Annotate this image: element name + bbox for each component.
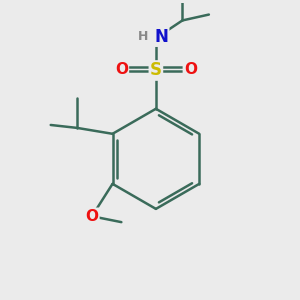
- Text: O: O: [115, 61, 128, 76]
- Text: N: N: [154, 28, 168, 46]
- Text: S: S: [150, 61, 162, 80]
- Text: H: H: [138, 30, 149, 43]
- Text: O: O: [184, 61, 197, 76]
- Text: O: O: [85, 209, 98, 224]
